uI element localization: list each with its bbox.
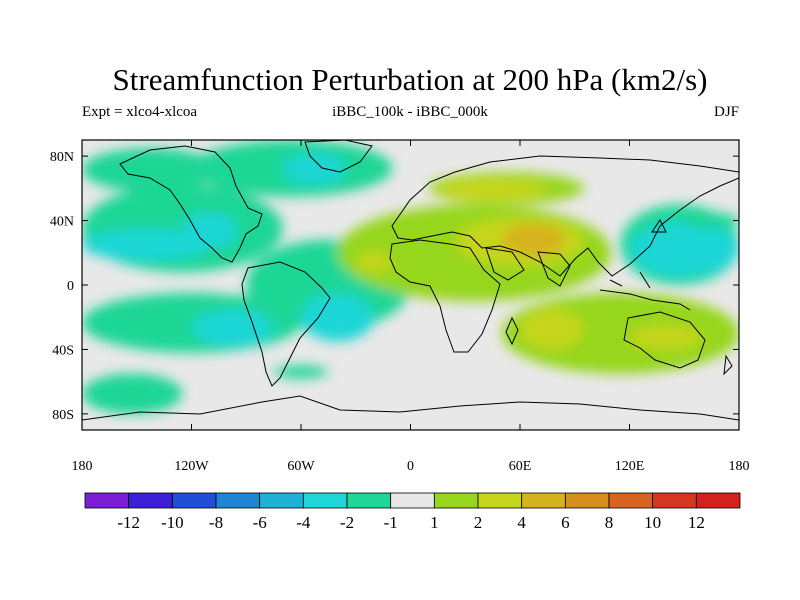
coastline-antarctica [82,395,739,421]
colorbar-label: 8 [605,513,614,532]
colorbar-swatch [346,492,392,509]
coastline-south-america [241,261,331,387]
colorbar-swatch [564,492,610,509]
contour-region-13 [437,178,548,202]
colorbar-label: -1 [384,513,398,532]
contour-region-23 [684,212,739,229]
colorbar-label: -4 [296,513,311,532]
contour-region-4 [82,228,210,261]
latitude-axis: 80N 40N 0 40S 80S [50,150,739,423]
colorbar-swatch [390,492,435,509]
contour-region-8 [191,309,274,347]
colorbar-label: 10 [644,513,661,532]
colorbar: -12 -10 -8 -6 -4 -2 -1 1 2 4 6 8 10 12 [84,492,741,532]
coastline-africa [389,239,501,353]
colorbar-label: 1 [430,513,439,532]
y-tick-label: 40S [52,343,74,358]
coastline-australia [623,311,706,369]
coastline-maritime-continent [599,271,691,311]
experiment-label: Expt = xlco4-xlcoa [82,104,197,120]
colorbar-label: -2 [340,513,354,532]
contour-region-2 [282,152,347,186]
contour-region-19 [520,309,584,350]
colorbar-label: 12 [688,513,705,532]
season-label: DJF [714,104,739,120]
contour-layer [82,140,739,414]
map-panel: 180 120W 60W 0 60E 120E 180 80N 40N 0 40S 80S [50,139,750,474]
chart-title: Streamfunction Perturbation at 200 hPa (… [113,62,708,97]
colorbar-swatch [652,492,697,509]
colorbar-label: -6 [253,513,267,532]
colorbar-swatch [695,492,741,509]
contour-region-9 [301,293,374,342]
colorbar-swatch [433,492,479,509]
contour-region-10 [82,373,183,414]
colorbar-swatch [128,492,173,509]
colorbar-swatch [84,492,130,509]
colorbar-swatch [477,492,523,509]
x-tick-label: 120W [174,459,209,474]
contour-region-20 [629,325,703,350]
colorbar-swatch [171,492,217,509]
coastline-eurasia [391,155,739,277]
y-tick-label: 80N [50,150,74,165]
contour-region-3 [82,185,283,273]
colorbar-swatch [215,492,261,509]
x-tick-label: 60E [509,459,532,474]
y-tick-label: 0 [67,279,74,294]
y-tick-label: 80S [52,408,74,423]
coastline-arabia-india [485,247,571,287]
y-tick-label: 40N [50,215,74,230]
colorbar-label: -12 [117,513,140,532]
colorbar-swatch [302,492,348,509]
coastline-north-america [119,145,263,263]
colorbar-label: -8 [209,513,223,532]
colorbar-label: -10 [161,513,184,532]
contour-region-17 [355,252,393,273]
x-tick-label: 60W [287,459,315,474]
longitude-axis: 180 120W 60W 0 60E 120E 180 [72,140,750,474]
colorbar-swatch [608,492,654,509]
contour-region-5 [182,212,238,250]
colorbar-label: 2 [474,513,483,532]
contour-region-16 [501,223,566,256]
x-tick-label: 120E [615,459,645,474]
x-tick-label: 0 [407,459,414,474]
contour-region-0 [82,148,219,192]
contour-region-11 [273,365,329,379]
coastline-greenland [304,140,373,173]
coastlines [82,140,739,421]
coastline-islands [505,219,733,376]
x-tick-label: 180 [72,459,93,474]
colorbar-swatch [259,492,304,509]
x-tick-label: 180 [729,459,750,474]
colorbar-label: 6 [561,513,570,532]
difference-label: iBBC_100k - iBBC_000k [332,104,488,120]
colorbar-label: 4 [517,513,526,532]
colorbar-swatch [521,492,566,509]
contour-region-22 [629,220,739,277]
